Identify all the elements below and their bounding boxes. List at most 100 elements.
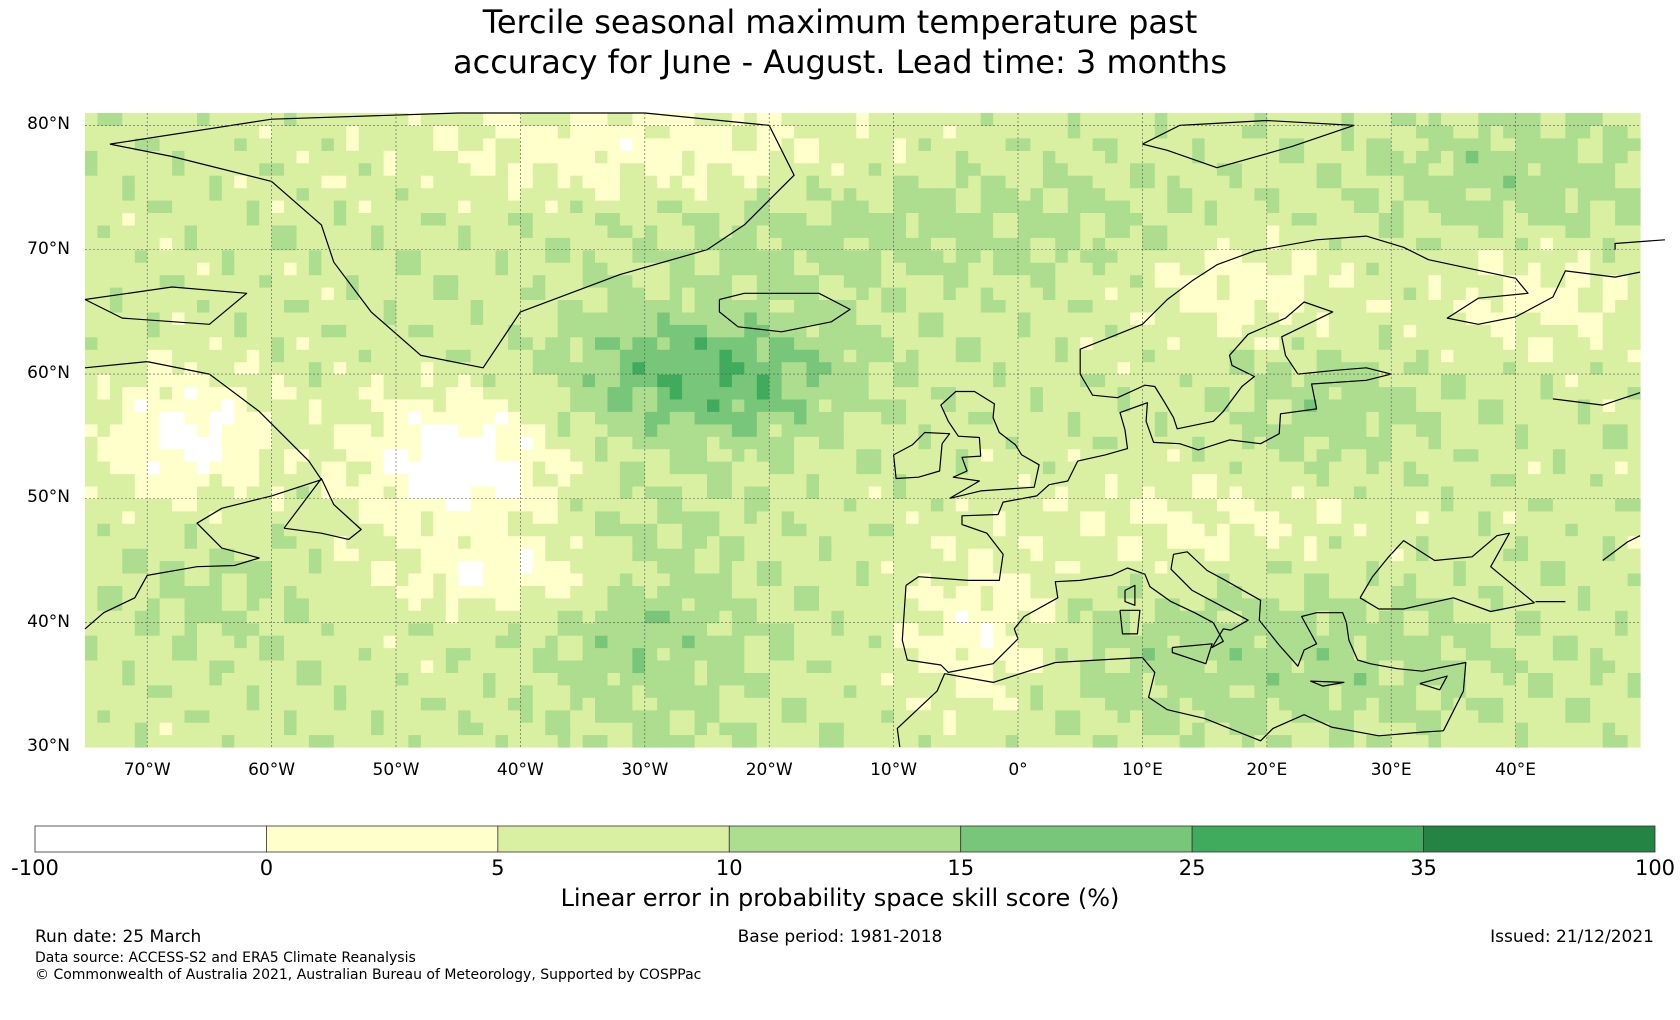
field-cell: [1453, 585, 1467, 599]
field-cell: [259, 349, 273, 363]
field-cell: [1329, 560, 1342, 574]
field-cell: [1490, 709, 1504, 723]
field-cell: [856, 461, 870, 475]
field-cell: [445, 709, 459, 723]
field-cell: [993, 274, 1007, 288]
field-cell: [1105, 523, 1119, 537]
field-cell: [582, 386, 596, 400]
field-cell: [1254, 523, 1268, 537]
field-cell: [1515, 336, 1529, 350]
field-cell: [707, 299, 720, 313]
field-cell: [1192, 274, 1206, 288]
field-cell: [707, 374, 720, 388]
field-cell: [1030, 573, 1044, 586]
field-cell: [1030, 523, 1044, 537]
field-cell: [819, 311, 832, 325]
field-cell: [172, 287, 186, 300]
field-cell: [1217, 324, 1230, 338]
field-cell: [819, 249, 832, 263]
field-cell: [259, 299, 273, 313]
field-cell: [1528, 349, 1541, 363]
field-cell: [1204, 548, 1218, 562]
field-cell: [197, 461, 210, 475]
field-cell: [1577, 560, 1591, 574]
field-cell: [980, 672, 994, 686]
field-cell: [147, 423, 161, 437]
field-cell: [1018, 262, 1031, 276]
field-cell: [396, 622, 409, 636]
field-cell: [184, 660, 198, 673]
field-cell: [1241, 336, 1255, 350]
field-cell: [595, 448, 608, 462]
field-cell: [85, 560, 98, 574]
field-cell: [396, 585, 409, 599]
field-cell: [868, 697, 882, 711]
field-cell: [806, 622, 820, 636]
field-cell: [1602, 349, 1616, 363]
field-cell: [1105, 423, 1119, 437]
field-cell: [1204, 647, 1218, 661]
field-cell: [570, 722, 584, 736]
field-cell: [1528, 461, 1541, 475]
field-cell: [134, 734, 148, 748]
field-cell: [445, 311, 459, 325]
field-cell: [881, 523, 895, 537]
field-cell: [308, 573, 322, 586]
field-cell: [719, 423, 733, 437]
field-cell: [632, 448, 646, 462]
field-cell: [296, 299, 310, 313]
field-cell: [769, 349, 783, 363]
field-cell: [1092, 573, 1106, 586]
field-cell: [1055, 423, 1069, 437]
field-cell: [1329, 473, 1342, 487]
field-cell: [1030, 647, 1044, 661]
field-cell: [943, 336, 957, 350]
field-cell: [955, 324, 969, 338]
field-cell: [1291, 448, 1305, 462]
field-cell: [893, 684, 907, 698]
field-cell: [1042, 411, 1056, 425]
field-cell: [371, 374, 385, 388]
field-cell: [159, 597, 173, 611]
field-cell: [134, 660, 148, 673]
field-cell: [657, 361, 671, 375]
field-cell: [1403, 448, 1417, 462]
field-cell: [458, 461, 472, 475]
field-cell: [719, 684, 733, 698]
field-cell: [1154, 622, 1168, 636]
field-cell: [1515, 473, 1529, 487]
field-cell: [781, 349, 795, 363]
field-cell: [607, 560, 621, 574]
field-cell: [682, 635, 696, 649]
field-cell: [1540, 585, 1554, 599]
field-cell: [122, 597, 136, 611]
field-cell: [1154, 709, 1168, 723]
field-cell: [1117, 722, 1131, 736]
field-cell: [1092, 622, 1106, 636]
field-cell: [632, 622, 646, 636]
field-cell: [955, 411, 969, 425]
field-cell: [1615, 436, 1629, 450]
field-cell: [1167, 622, 1181, 636]
field-cell: [197, 448, 210, 462]
field-cell: [271, 523, 285, 537]
field-cell: [221, 485, 235, 499]
field-cell: [520, 535, 534, 549]
field-cell: [1428, 709, 1442, 723]
field-cell: [669, 262, 683, 276]
field-cell: [993, 249, 1007, 263]
field-cell: [1018, 411, 1031, 425]
field-cell: [1353, 485, 1367, 499]
field-cell: [644, 386, 658, 400]
field-cell: [843, 697, 857, 711]
field-cell: [1465, 523, 1479, 537]
field-cell: [159, 622, 173, 636]
field-cell: [1565, 672, 1579, 686]
field-cell: [1590, 448, 1604, 462]
field-cell: [881, 423, 895, 437]
field-cell: [557, 573, 571, 586]
field-cell: [172, 249, 186, 263]
field-cell: [682, 473, 696, 487]
field-cell: [1067, 535, 1081, 549]
field-cell: [644, 647, 658, 661]
